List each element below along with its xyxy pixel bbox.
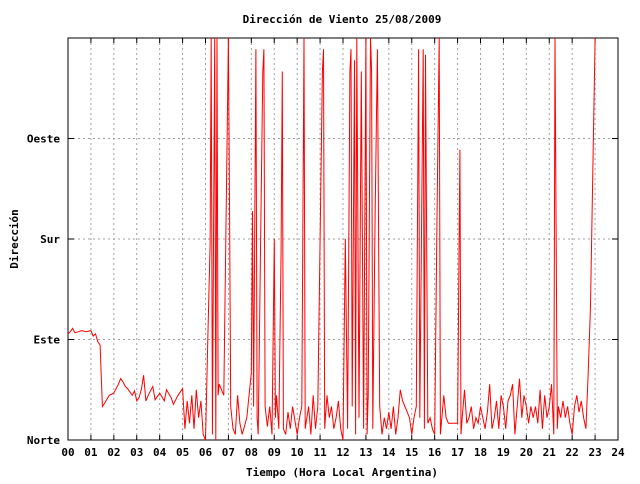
y-tick-label: Este [34, 334, 61, 347]
y-tick-label: Norte [27, 434, 60, 447]
x-tick-label: 09 [268, 446, 281, 459]
x-tick-label: 06 [199, 446, 213, 459]
x-axis-label: Tiempo (Hora Local Argentina) [246, 466, 438, 479]
x-tick-label: 15 [405, 446, 418, 459]
axes: 00 01 02 03 04 05 06 07 08 09 10 11 12 13 14 15 16 17 18 19… [27, 37, 625, 459]
x-tick-label: 10 [291, 446, 304, 459]
x-tick-label: 01 [84, 446, 98, 459]
x-tick-label: 20 [520, 446, 533, 459]
x-tick-label: 19 [497, 446, 510, 459]
x-tick-label: 11 [313, 446, 327, 459]
x-tick-label: 08 [245, 446, 258, 459]
x-tick-label: 04 [153, 446, 167, 459]
x-tick-label: 12 [336, 446, 349, 459]
x-tick-label: 14 [382, 446, 396, 459]
x-tick-label: 23 [588, 446, 601, 459]
x-tick-label: 18 [474, 446, 487, 459]
x-tick-label: 00 [61, 446, 74, 459]
x-tick-label: 02 [107, 446, 120, 459]
series-layer [67, 37, 596, 441]
series-line-wind-direction [67, 37, 596, 441]
y-tick-label: Oeste [27, 133, 60, 146]
x-tick-label: 03 [130, 446, 143, 459]
x-tick-label: 16 [428, 446, 442, 459]
x-tick-label: 07 [222, 446, 235, 459]
y-axis-label: Dirección [8, 209, 21, 269]
x-tick-label: 21 [543, 446, 557, 459]
x-tick-label: 22 [566, 446, 579, 459]
y-tick-label: Sur [40, 233, 60, 246]
chart-title: Dirección de Viento 25/08/2009 [243, 13, 442, 26]
x-tick-label: 17 [451, 446, 464, 459]
x-tick-label: 13 [359, 446, 372, 459]
x-tick-label: 05 [176, 446, 189, 459]
x-tick-label: 24 [611, 446, 625, 459]
